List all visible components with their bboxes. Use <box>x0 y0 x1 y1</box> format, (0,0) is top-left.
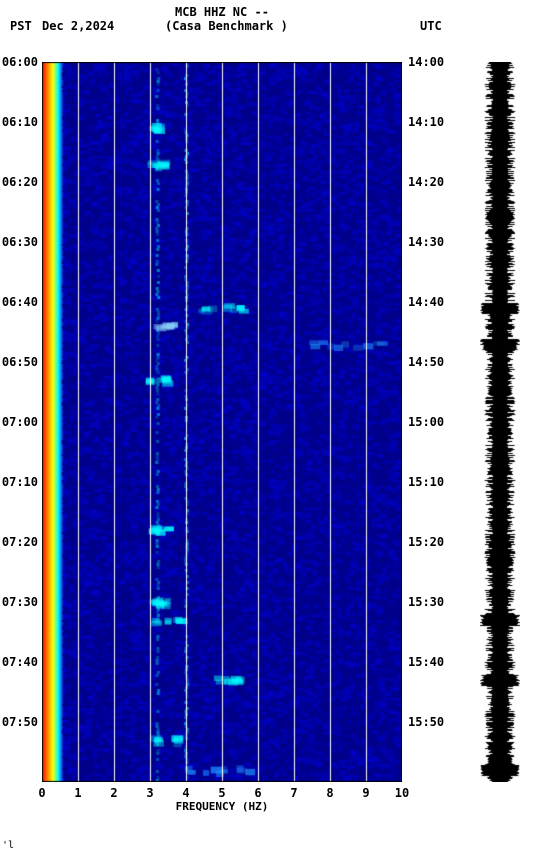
y-left-tick: 07:50 <box>2 715 38 729</box>
tz-left-label: PST <box>10 19 32 33</box>
y-right-tick: 15:30 <box>408 595 444 609</box>
y-right-tick: 14:20 <box>408 175 444 189</box>
y-left-tick: 06:50 <box>2 355 38 369</box>
y-right-tick: 14:10 <box>408 115 444 129</box>
x-tick: 9 <box>362 786 369 800</box>
x-tick: 10 <box>395 786 409 800</box>
y-left-tick: 06:00 <box>2 55 38 69</box>
x-tick: 6 <box>254 786 261 800</box>
date-label: Dec 2,2024 <box>42 19 114 33</box>
station-subtitle: (Casa Benchmark ) <box>165 19 288 33</box>
y-left-tick: 06:30 <box>2 235 38 249</box>
station-line: MCB HHZ NC -- <box>175 5 269 19</box>
y-right-tick: 15:10 <box>408 475 444 489</box>
y-right-tick: 14:50 <box>408 355 444 369</box>
waveform-canvas <box>480 62 520 782</box>
x-tick: 7 <box>290 786 297 800</box>
waveform-panel <box>480 62 520 782</box>
y-right-tick: 15:00 <box>408 415 444 429</box>
x-tick: 1 <box>74 786 81 800</box>
y-left-tick: 07:00 <box>2 415 38 429</box>
y-left-tick: 07:30 <box>2 595 38 609</box>
x-tick: 8 <box>326 786 333 800</box>
y-left-tick: 06:10 <box>2 115 38 129</box>
y-left-tick: 07:10 <box>2 475 38 489</box>
x-tick: 5 <box>218 786 225 800</box>
x-tick: 4 <box>182 786 189 800</box>
y-axis-right: 14:0014:1014:2014:3014:4014:5015:0015:10… <box>404 62 454 782</box>
y-left-tick: 06:40 <box>2 295 38 309</box>
y-right-tick: 15:20 <box>408 535 444 549</box>
y-right-tick: 14:30 <box>408 235 444 249</box>
spectrogram-plot <box>42 62 402 782</box>
y-axis-left: 06:0006:1006:2006:3006:4006:5007:0007:10… <box>0 62 40 782</box>
x-tick: 2 <box>110 786 117 800</box>
x-tick: 0 <box>38 786 45 800</box>
tz-right-label: UTC <box>420 19 442 33</box>
y-right-tick: 14:40 <box>408 295 444 309</box>
spectrogram-canvas <box>42 62 402 782</box>
y-left-tick: 07:40 <box>2 655 38 669</box>
footer-mark: 'l <box>2 840 14 851</box>
x-tick: 3 <box>146 786 153 800</box>
y-left-tick: 07:20 <box>2 535 38 549</box>
y-right-tick: 15:50 <box>408 715 444 729</box>
y-left-tick: 06:20 <box>2 175 38 189</box>
x-axis-title: FREQUENCY (HZ) <box>42 800 402 813</box>
y-right-tick: 15:40 <box>408 655 444 669</box>
y-right-tick: 14:00 <box>408 55 444 69</box>
